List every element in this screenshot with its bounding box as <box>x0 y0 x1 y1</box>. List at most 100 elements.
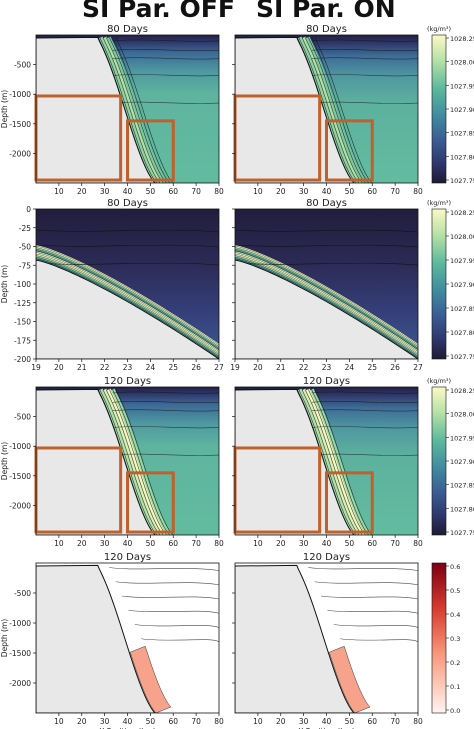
contour-line <box>112 37 170 183</box>
contour-line <box>36 245 219 346</box>
colorbar-tick-label: 0.2 <box>450 659 460 667</box>
x-tick-label: 30 <box>100 539 110 548</box>
terrain <box>235 388 355 535</box>
y-tick-label: -150 <box>14 318 31 327</box>
x-tick-label: 10 <box>54 717 64 726</box>
contour-line <box>102 37 161 183</box>
colorbar-tick-label: 0.4 <box>450 611 460 619</box>
colorbar-r2: 1028.25 1028.00 1027.95 1027.90 1027.85 1027.… <box>427 377 474 537</box>
colorbar-tick-label: 1027.75 <box>450 353 474 361</box>
contour-line <box>301 389 360 535</box>
x-tick-label: 26 <box>191 363 201 372</box>
tracer-contour <box>340 638 418 643</box>
isopycnal <box>311 101 418 104</box>
isopycnal <box>112 401 219 404</box>
x-tick-label: 80 <box>214 717 224 726</box>
contour-line <box>235 253 418 354</box>
y-tick-label: -2000 <box>9 679 31 688</box>
isopycnal <box>311 74 418 77</box>
isopycnal <box>311 57 418 60</box>
isopycnal <box>235 244 418 248</box>
contour-line <box>112 389 170 535</box>
x-tick-label: 60 <box>168 187 178 196</box>
colorbar-bar <box>431 386 447 536</box>
highlight-box-1 <box>325 119 374 182</box>
y-tick-label: -1500 <box>9 472 31 481</box>
x-tick-label: 30 <box>100 717 110 726</box>
contour-line <box>102 389 161 535</box>
contour-line <box>36 249 219 349</box>
x-axis-label: X Position (km) <box>99 727 156 729</box>
x-tick-label: 20 <box>276 187 286 196</box>
isopycnal <box>311 401 418 404</box>
isopycnal <box>311 426 418 429</box>
highlight-box-1 <box>325 471 374 534</box>
tracer-contour <box>333 624 418 628</box>
y-tick-label: -1000 <box>9 619 31 628</box>
x-tick-label: 20 <box>77 187 87 196</box>
terrain <box>235 36 355 183</box>
slope-band <box>106 36 168 183</box>
column-title-off: SI Par. OFF <box>82 0 235 23</box>
colorbar-r0: 1028.25 1028.00 1027.95 1027.90 1027.85 1027.… <box>427 25 474 185</box>
x-axis-label: X Position (km) <box>298 727 355 729</box>
colorbar-tick-label: 0.6 <box>450 563 460 571</box>
colorbar-tick-label: 1027.80 <box>450 153 474 161</box>
y-tick-label: -2000 <box>9 149 31 158</box>
colorbar-tick-label: 1027.85 <box>450 130 474 138</box>
x-tick-label: 10 <box>253 187 263 196</box>
y-tick-label: -175 <box>14 336 31 345</box>
x-tick-label: 60 <box>367 539 377 548</box>
panel-r2-c1: 120 Days 10 20 30 40 50 60 70 80 <box>232 376 423 548</box>
contour-line <box>36 257 219 357</box>
isopycnal <box>311 49 418 52</box>
x-tick-label: 40 <box>322 187 332 196</box>
contour-line <box>115 389 174 535</box>
isopycnal <box>112 57 219 60</box>
x-tick-label: 80 <box>413 717 423 726</box>
colorbar-units: (kg/m³) <box>427 377 451 385</box>
y-axis-label: Depth (m) <box>0 265 9 303</box>
x-tick-label: 22 <box>299 363 309 372</box>
panel-r0-c1: 80 Days 10 20 30 40 50 60 70 80 <box>232 24 423 196</box>
contour-line <box>36 258 219 358</box>
y-tick-label: -500 <box>14 413 31 422</box>
contour-line <box>235 250 418 350</box>
contour-line <box>235 249 418 349</box>
colorbar-units: (kg/m³) <box>427 199 451 207</box>
x-tick-label: 23 <box>322 363 332 372</box>
colorbar-tick-label: 1027.80 <box>450 329 474 337</box>
panel-title: 120 Days <box>104 376 151 387</box>
x-tick-label: 40 <box>322 539 332 548</box>
x-tick-label: 24 <box>345 363 355 372</box>
contour-line <box>301 37 360 183</box>
x-tick-label: 60 <box>367 717 377 726</box>
contour-line <box>235 258 418 358</box>
isopycnal <box>112 453 219 456</box>
y-axis-label: Depth (m) <box>0 90 9 128</box>
x-tick-label: 60 <box>168 717 178 726</box>
colorbar-tick-label: 1027.95 <box>450 82 474 90</box>
x-tick-label: 70 <box>390 539 400 548</box>
x-tick-label: 19 <box>230 363 240 372</box>
y-tick-label: -500 <box>14 61 31 70</box>
colorbar-tick-label: 1028.00 <box>450 59 474 67</box>
isopycnal <box>311 409 418 412</box>
x-tick-label: 30 <box>299 717 309 726</box>
isopycnal <box>311 391 418 394</box>
y-tick-label: -100 <box>14 280 31 289</box>
terrain <box>36 36 156 183</box>
colorbar-r1: 1028.25 1028.00 1027.95 1027.90 1027.85 1027.… <box>427 199 474 361</box>
contour-line <box>99 389 158 535</box>
terrain <box>36 259 219 359</box>
tracer-patch <box>129 645 172 713</box>
highlight-box-1 <box>126 471 175 534</box>
isopycnal <box>112 426 219 429</box>
contour-line <box>298 37 357 183</box>
y-tick-label: -1000 <box>9 442 31 451</box>
tracer-contour <box>128 609 219 614</box>
highlight-box-1 <box>126 119 175 182</box>
x-tick-label: 60 <box>168 539 178 548</box>
x-tick-label: 70 <box>390 717 400 726</box>
